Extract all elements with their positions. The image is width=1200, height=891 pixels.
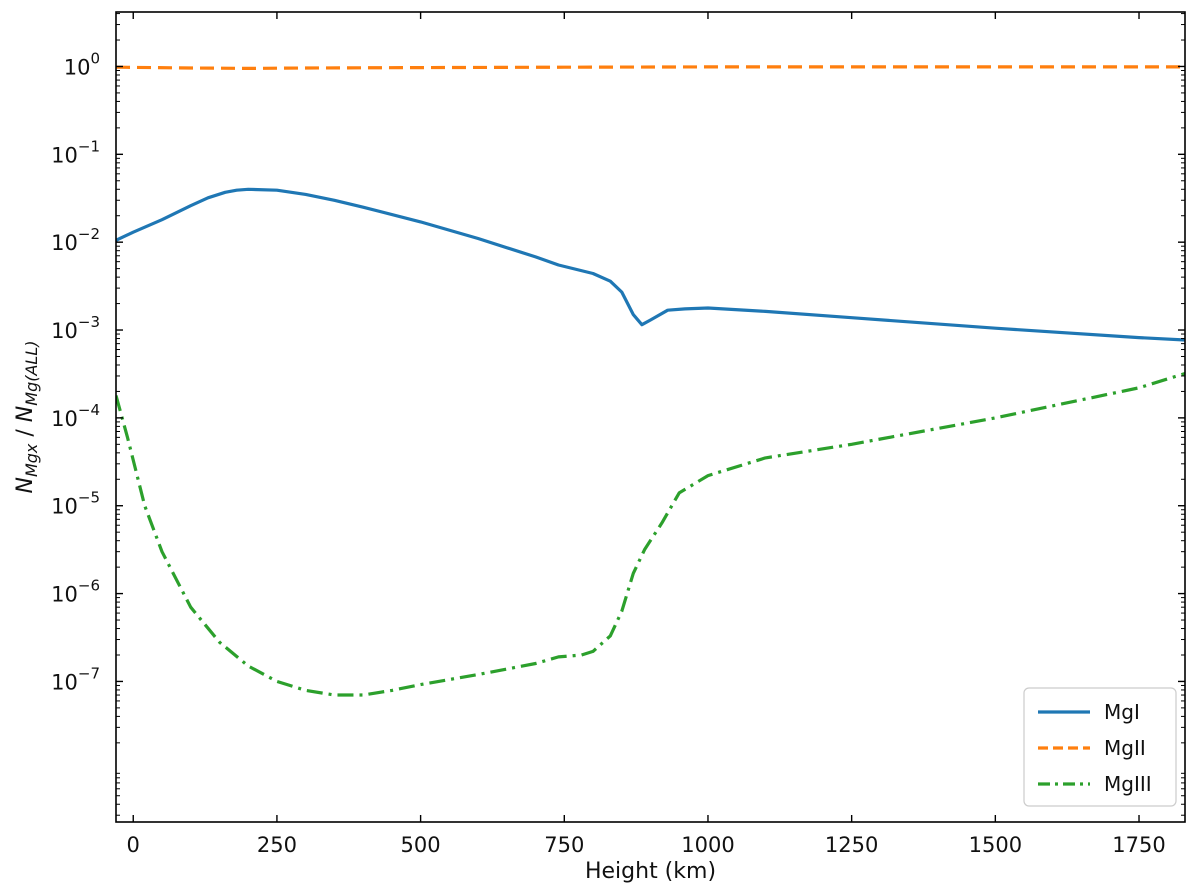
y-tick-label: 10−7 bbox=[51, 664, 100, 694]
x-tick-label: 500 bbox=[401, 833, 441, 857]
series-line-mgi bbox=[116, 187, 1185, 342]
legend-label-mgiii: MgIII bbox=[1104, 772, 1152, 796]
y-tick-label: 10−1 bbox=[51, 137, 100, 167]
y-axis-ticks: 100 10−1 10−2 10−3 10−4 10−5 10−6 10−7 bbox=[51, 13, 1185, 816]
x-axis-ticks: 0 250 500 750 1000 1250 1500 1750 bbox=[127, 12, 1166, 857]
x-tick-label: 1500 bbox=[969, 833, 1022, 857]
x-tick-label: 1000 bbox=[681, 833, 734, 857]
y-tick-label: 10−3 bbox=[51, 313, 100, 343]
y-label-sub-1: Mgx bbox=[22, 443, 41, 477]
y-tick-label: 10−5 bbox=[51, 489, 100, 519]
legend-label-mgii: MgII bbox=[1104, 736, 1146, 760]
legend-box bbox=[1023, 687, 1177, 807]
x-tick-label: 1250 bbox=[825, 833, 878, 857]
y-label-base-1: N bbox=[13, 477, 38, 493]
plot-frame bbox=[115, 11, 1186, 823]
y-label-base-2: N bbox=[13, 406, 38, 422]
x-tick-label: 750 bbox=[544, 833, 584, 857]
y-tick-label: 100 bbox=[64, 49, 100, 79]
y-label-sep: / bbox=[13, 422, 38, 443]
x-axis-label: Height (km) bbox=[585, 859, 716, 884]
x-tick-label: 250 bbox=[257, 833, 297, 857]
series-line-mgiii bbox=[116, 371, 1185, 697]
series-layer bbox=[116, 65, 1185, 697]
y-tick-label: 10−4 bbox=[51, 401, 100, 431]
y-axis-label: NMgx / NMg(ALL) bbox=[13, 341, 41, 494]
legend: MgI MgII MgIII bbox=[1023, 687, 1177, 807]
y-tick-label: 10−2 bbox=[51, 225, 100, 255]
x-tick-label: 1750 bbox=[1112, 833, 1165, 857]
series-line-mgii bbox=[116, 65, 1185, 70]
y-tick-label: 10−6 bbox=[51, 577, 100, 607]
y-label-sub-2: Mg(ALL) bbox=[22, 341, 41, 406]
legend-label-mgi: MgI bbox=[1104, 700, 1140, 724]
x-tick-label: 0 bbox=[127, 833, 140, 857]
